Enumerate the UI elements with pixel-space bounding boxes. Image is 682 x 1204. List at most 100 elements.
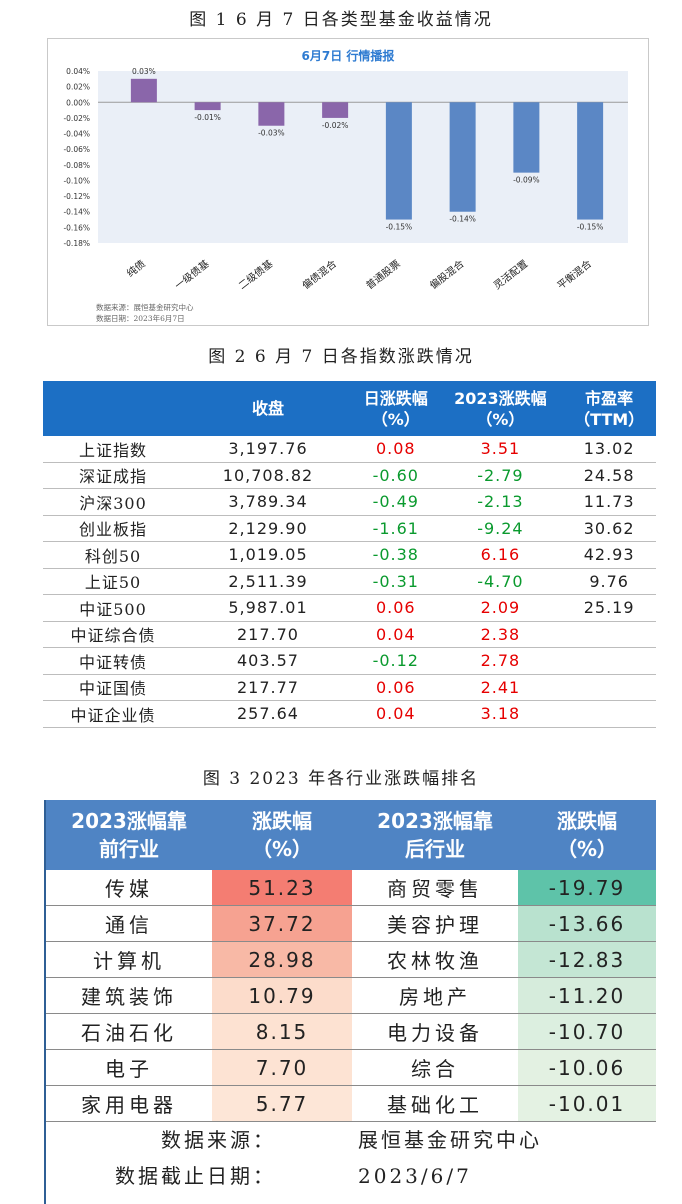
column-header: 涨跌幅 （%） [518,800,656,870]
date-line: 数据截止日期： 2023/6/7 [46,1158,656,1194]
y-tick-label: -0.04% [63,130,90,139]
ytd-change-cell: 2.38 [438,621,563,648]
table-row: 科创50 1,019.05 -0.38 6.16 42.93 [43,541,656,569]
y-tick-label: -0.18% [63,239,90,248]
x-category-label: 灵活配置 [491,258,530,292]
top-change-cell: 10.79 [212,977,352,1014]
y-tick-label: 0.02% [66,83,90,92]
bar-value-label: 0.03% [132,67,156,76]
table-row: 中证企业债 257.64 0.04 3.18 [43,700,656,728]
pe-cell [562,700,656,728]
table-row: 建筑装饰 10.79 房地产 -11.20 [46,977,656,1014]
column-header: 2023涨跌幅 （%） [438,381,563,436]
day-change-cell: 0.06 [353,594,439,622]
index-name-cell: 创业板指 [43,515,183,542]
bar [513,102,540,173]
x-category-label: 偏股混合 [427,257,467,292]
bottom-change-cell: -12.83 [518,941,656,978]
index-name-cell: 上证50 [43,568,183,595]
bottom-industry-cell: 房地产 [352,977,518,1014]
close-cell: 257.64 [183,700,353,728]
figure1-caption: 图 1 6 月 7 日各类型基金收益情况 [189,10,493,30]
pe-cell [562,647,656,675]
column-header: 2023涨幅靠 后行业 [352,800,518,870]
y-tick-label: -0.10% [63,176,90,185]
table-row: 中证国债 217.77 0.06 2.41 [43,674,656,701]
bottom-change-cell: -19.79 [518,870,656,906]
day-change-cell: -0.60 [353,462,439,489]
close-cell: 2,511.39 [183,568,353,595]
bottom-industry-cell: 农林牧渔 [352,941,518,978]
table-row: 家用电器 5.77 基础化工 -10.01 [46,1085,656,1122]
bottom-industry-cell: 美容护理 [352,905,518,942]
top-change-cell: 37.72 [212,905,352,942]
pe-cell [562,621,656,648]
close-cell: 10,708.82 [183,462,353,489]
table-row: 创业板指 2,129.90 -1.61 -9.24 30.62 [43,515,656,542]
ytd-change-cell: 2.09 [438,594,563,622]
table-row: 通信 37.72 美容护理 -13.66 [46,905,656,942]
day-change-cell: 0.04 [353,621,439,648]
bottom-industry-cell: 电力设备 [352,1013,518,1050]
bar [194,102,221,111]
bar-value-label: -0.03% [258,129,285,138]
bottom-change-cell: -10.06 [518,1049,656,1086]
bottom-change-cell: -13.66 [518,905,656,942]
table-row: 中证500 5,987.01 0.06 2.09 25.19 [43,594,656,622]
table-row: 中证转债 403.57 -0.12 2.78 [43,647,656,675]
bar [258,102,285,126]
close-cell: 5,987.01 [183,594,353,622]
date-value: 2023/6/7 [358,1164,472,1188]
day-change-cell: 0.06 [353,674,439,701]
bottom-change-cell: -10.70 [518,1013,656,1050]
table-row: 石油石化 8.15 电力设备 -10.70 [46,1013,656,1050]
x-category-label: 普通股票 [363,257,403,292]
top-industry-cell: 家用电器 [46,1085,212,1122]
pe-cell: 9.76 [562,568,656,595]
ytd-change-cell: 3.18 [438,700,563,728]
industry-ranking-block: 2023涨幅靠 前行业 涨跌幅 （%） 2023涨幅靠 后行业 涨跌幅 （%） 传媒 51.23… [44,800,656,1204]
fund-returns-svg: 0.04% 0.02% 0.00% -0.02% -0.04% -0.06% -0.08% -… [63,48,628,323]
ytd-change-cell: -2.79 [438,462,563,489]
figure2-caption: 图 2 6 月 7 日各指数涨跌情况 [208,347,474,367]
top-change-cell: 5.77 [212,1085,352,1122]
column-header: 市盈率 （TTM） [562,381,656,436]
close-cell: 2,129.90 [183,515,353,542]
x-category-label: 一级债基 [172,257,212,292]
figure3-caption: 图 3 2023 年各行业涨跌幅排名 [202,769,480,789]
y-tick-label: -0.14% [63,208,90,217]
day-change-cell: -0.31 [353,568,439,595]
chart-title: 6月7日 行情播报 [302,48,395,63]
x-category-label: 平衡混合 [554,257,594,292]
column-header: 涨跌幅 （%） [212,800,352,870]
y-tick-label: 0.00% [66,98,90,107]
source-line: 数据来源： 展恒基金研究中心 [46,1122,656,1158]
close-cell: 3,789.34 [183,488,353,516]
top-industry-cell: 计算机 [46,941,212,978]
y-tick-label: -0.12% [63,192,90,201]
bottom-change-cell: -10.01 [518,1085,656,1122]
close-cell: 217.77 [183,674,353,701]
top-industry-cell: 石油石化 [46,1013,212,1050]
bar-value-label: -0.15% [577,223,604,232]
index-name-cell: 中证综合债 [43,621,183,648]
ytd-change-cell: 6.16 [438,541,563,569]
ytd-change-cell: 2.41 [438,674,563,701]
close-cell: 403.57 [183,647,353,675]
index-name-cell: 深证成指 [43,462,183,489]
plot-area [98,71,628,243]
column-header: 日涨跌幅 （%） [353,381,439,436]
bottom-industry-cell: 商贸零售 [352,870,518,906]
bar [385,102,412,220]
table-row: 中证综合债 217.70 0.04 2.38 [43,621,656,648]
top-industry-cell: 传媒 [46,870,212,906]
column-header: 2023涨幅靠 前行业 [46,800,212,870]
top-change-cell: 7.70 [212,1049,352,1086]
pe-cell: 11.73 [562,488,656,516]
day-change-cell: -0.49 [353,488,439,516]
bottom-industry-cell: 基础化工 [352,1085,518,1122]
bar-value-label: -0.01% [194,113,221,122]
pe-cell [562,674,656,701]
column-header [43,381,183,436]
bar [130,78,157,103]
